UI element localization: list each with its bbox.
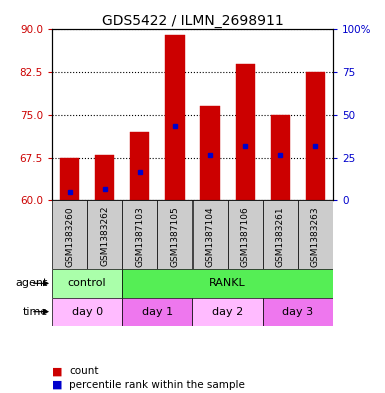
Bar	[298, 200, 333, 269]
Bar	[201, 107, 220, 200]
Bar	[60, 158, 79, 200]
Bar	[52, 298, 122, 326]
Bar	[130, 132, 149, 200]
Bar	[192, 200, 228, 269]
Bar	[236, 64, 255, 200]
Text: GSM1383262: GSM1383262	[100, 206, 109, 266]
Text: day 2: day 2	[212, 307, 243, 317]
Bar	[165, 35, 184, 200]
Text: GSM1387103: GSM1387103	[135, 206, 144, 267]
Text: percentile rank within the sample: percentile rank within the sample	[69, 380, 245, 390]
Text: GSM1383261: GSM1383261	[276, 206, 285, 266]
Text: control: control	[68, 278, 106, 288]
Text: GSM1383263: GSM1383263	[311, 206, 320, 266]
Text: day 1: day 1	[142, 307, 173, 317]
Text: time: time	[23, 307, 48, 317]
Text: ■: ■	[52, 380, 62, 390]
Bar	[157, 200, 192, 269]
Title: GDS5422 / ILMN_2698911: GDS5422 / ILMN_2698911	[102, 15, 283, 28]
Bar	[52, 269, 122, 298]
Bar	[52, 200, 87, 269]
Bar	[271, 115, 290, 200]
Text: GSM1387105: GSM1387105	[171, 206, 179, 267]
Bar	[228, 200, 263, 269]
Text: GSM1387106: GSM1387106	[241, 206, 250, 267]
Bar	[122, 298, 192, 326]
Bar	[306, 72, 325, 200]
Bar	[95, 155, 114, 200]
Bar	[122, 269, 333, 298]
Text: GSM1387104: GSM1387104	[206, 206, 214, 266]
Text: day 3: day 3	[282, 307, 313, 317]
Text: day 0: day 0	[72, 307, 103, 317]
Text: count: count	[69, 366, 99, 376]
Bar	[263, 298, 333, 326]
Text: agent: agent	[16, 278, 48, 288]
Text: GSM1383260: GSM1383260	[65, 206, 74, 266]
Bar	[192, 298, 263, 326]
Bar	[122, 200, 157, 269]
Bar	[263, 200, 298, 269]
Bar	[87, 200, 122, 269]
Text: ■: ■	[52, 366, 62, 376]
Text: RANKL: RANKL	[209, 278, 246, 288]
